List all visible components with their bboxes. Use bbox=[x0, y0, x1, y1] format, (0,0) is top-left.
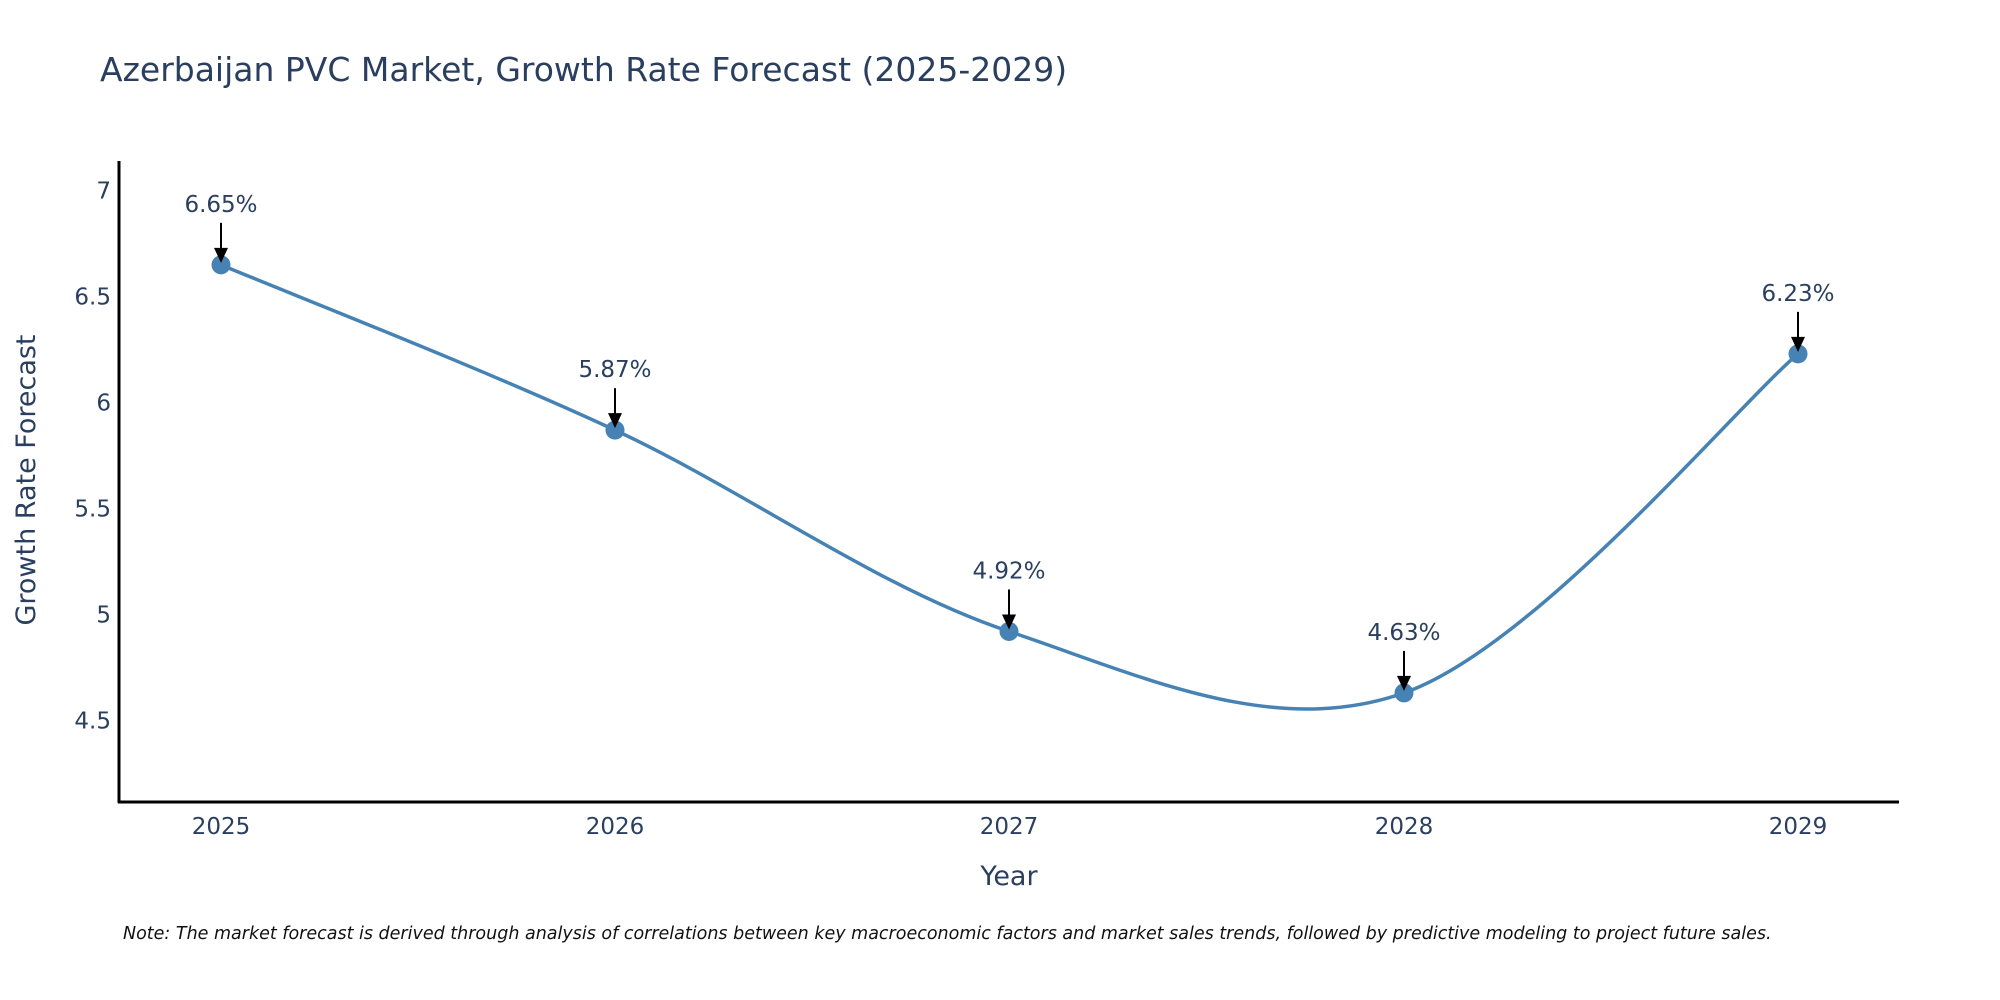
data-point bbox=[211, 255, 231, 275]
data-labels: 6.65% 5.87% 4.92% 4.63% 6.23% bbox=[184, 192, 1835, 691]
annotation-arrow-head bbox=[1397, 675, 1411, 691]
x-axis-title: Year bbox=[979, 861, 1038, 892]
annotation-arrow-head bbox=[214, 247, 228, 263]
series-line bbox=[219, 263, 1800, 711]
data-point bbox=[999, 621, 1019, 641]
annotation-arrow-head bbox=[1791, 336, 1805, 352]
data-label: 5.87% bbox=[578, 357, 651, 383]
x-tick-label: 2027 bbox=[980, 814, 1039, 840]
data-label: 6.65% bbox=[184, 192, 257, 218]
data-label: 4.63% bbox=[1367, 620, 1440, 646]
x-tick-label: 2029 bbox=[1769, 814, 1828, 840]
y-tick-label: 5 bbox=[96, 603, 111, 629]
y-tick-label: 4.5 bbox=[74, 708, 111, 734]
data-point bbox=[1788, 344, 1808, 364]
y-axis-title: Growth Rate Forecast bbox=[11, 334, 42, 625]
y-tick-label: 5.5 bbox=[74, 497, 111, 523]
y-tick-label: 6.5 bbox=[74, 285, 111, 311]
series-markers bbox=[211, 255, 1808, 703]
x-tick-labels: 2025 2026 2027 2028 2029 bbox=[192, 814, 1828, 840]
x-tick-label: 2028 bbox=[1375, 814, 1434, 840]
footnote: Note: The market forecast is derived thr… bbox=[123, 924, 1772, 944]
chart-title: Azerbaijan PVC Market, Growth Rate Forec… bbox=[100, 50, 1067, 89]
x-tick-label: 2025 bbox=[192, 814, 251, 840]
y-tick-labels: 4.5 5 5.5 6 6.5 7 bbox=[74, 179, 111, 735]
data-point bbox=[605, 420, 625, 440]
data-label: 6.23% bbox=[1761, 281, 1834, 307]
annotation-arrow-head bbox=[608, 413, 622, 429]
data-label: 4.92% bbox=[972, 558, 1045, 584]
x-tick-label: 2026 bbox=[586, 814, 645, 840]
annotation-arrow-head bbox=[1002, 614, 1016, 630]
y-tick-label: 7 bbox=[96, 179, 111, 205]
data-point bbox=[1394, 683, 1414, 703]
y-tick-label: 6 bbox=[96, 391, 111, 417]
